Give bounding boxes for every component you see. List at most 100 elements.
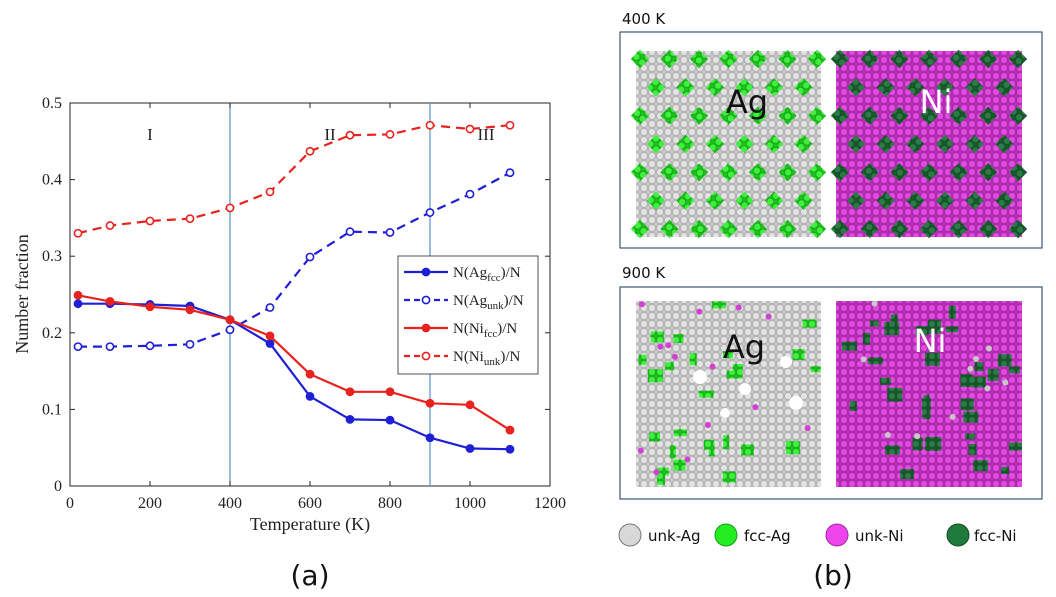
ag-fcc-domains	[630, 49, 827, 239]
ag-fcc-domain	[748, 106, 768, 125]
ni-fcc-cluster	[925, 436, 942, 451]
ag-fcc-cluster	[732, 364, 743, 371]
ag-fcc-domain	[735, 191, 754, 210]
ni-fcc-clusters	[842, 300, 1022, 480]
ag-fcc-domain	[778, 106, 797, 125]
ag-fcc-domain	[719, 219, 738, 239]
ag-fcc-domain	[689, 49, 709, 69]
ag-fcc-clusters	[637, 301, 821, 485]
ag-atom-in-ni	[973, 356, 979, 362]
ni-fcc-domain	[830, 163, 850, 182]
ni-fcc-domain	[949, 163, 968, 182]
series-lines	[73, 120, 515, 454]
ni-fcc-cluster	[887, 387, 903, 402]
snapshot-400k-ni-label: Ni	[920, 83, 953, 121]
x-axis-ticks: 0 200 400 600 800 1000 1200	[66, 103, 566, 512]
ni-fcc-cluster	[900, 469, 915, 480]
ag-fcc-cluster	[785, 441, 800, 455]
ni-fcc-domain	[949, 219, 968, 239]
ag-fcc-domain	[705, 134, 725, 154]
ag-fcc-cluster	[711, 301, 726, 309]
ag-fcc-cluster	[726, 370, 743, 379]
ag-atom-in-ni	[860, 356, 867, 363]
ag-fcc-domain	[676, 191, 695, 210]
ni-fcc-domain	[890, 163, 909, 182]
ag-fcc-cluster	[689, 353, 697, 366]
unk-ni-swatch-icon	[825, 523, 849, 547]
atom-type-legend: unk-Ag fcc-Ag unk-Ni fcc-Ni	[618, 523, 1017, 547]
x-tick-label: 800	[378, 495, 402, 512]
ni-fcc-domain	[830, 219, 850, 239]
ni-fcc-domain	[995, 134, 1014, 154]
ni-fcc-domain	[876, 78, 895, 97]
ni-fcc-domain	[860, 219, 879, 239]
snapshot-900k-ag-label: Ag	[723, 328, 765, 366]
data-point	[305, 146, 315, 156]
data-point	[505, 425, 515, 435]
ag-fcc-domain	[807, 49, 827, 69]
ni-fcc-domain	[919, 49, 939, 69]
ni-fcc-domain	[860, 163, 879, 182]
ni-atom-in-ag	[735, 304, 742, 311]
legend-fcc-ni: fcc-Ni	[946, 523, 1017, 547]
ni-fcc-domain	[1008, 163, 1028, 182]
ag-fcc-cluster	[802, 319, 817, 328]
fcc-ni-swatch-icon	[946, 523, 970, 547]
ni-fcc-domain	[830, 49, 850, 69]
ni-atom-in-ag	[638, 301, 645, 308]
data-point	[385, 130, 395, 139]
ag-fcc-domain	[807, 106, 827, 125]
ni-atom-in-ag	[709, 363, 716, 370]
data-point	[265, 331, 275, 341]
ni-atom-in-ag	[637, 447, 644, 454]
ag-atom-in-ni	[949, 413, 956, 420]
ag-fcc-domain	[764, 134, 784, 154]
ni-fcc-domain	[1008, 49, 1028, 69]
ag-fcc-domain	[807, 163, 827, 182]
ni-fcc-cluster	[879, 377, 891, 385]
ag-fcc-domain	[735, 134, 754, 154]
ni-fcc-domain	[919, 163, 939, 182]
ag-fcc-domain	[719, 163, 738, 182]
ag-fcc-cluster	[708, 442, 715, 457]
ni-fcc-cluster	[842, 341, 857, 351]
ni-fcc-cluster	[912, 437, 923, 451]
data-point	[185, 305, 195, 315]
x-tick-label: 1200	[534, 495, 566, 512]
region-label: I	[147, 125, 153, 144]
ag-fcc-domain	[660, 219, 679, 239]
y-tick-label: 0.2	[42, 325, 62, 342]
x-tick-label: 200	[138, 495, 162, 512]
ni-fcc-cluster	[1008, 442, 1022, 451]
ni-fcc-domain	[919, 106, 939, 125]
ag-fcc-domain	[630, 49, 650, 69]
ni-fcc-domain	[860, 49, 879, 69]
line-chart: 0 200 400 600 800 1000 1200 0 0.1 0.2 0.3 0.4 0.5 I…	[12, 95, 566, 535]
data-point	[105, 342, 115, 351]
ni-fcc-cluster	[974, 362, 984, 372]
ni-atom-in-ag	[684, 456, 691, 463]
data-point	[185, 339, 195, 349]
data-point	[73, 342, 83, 351]
ni-atom-in-ag	[704, 422, 711, 428]
ag-fcc-cluster	[698, 390, 714, 398]
ag-fcc-cluster	[669, 445, 676, 459]
ag-atom-in-ni	[884, 432, 891, 438]
ag-fcc-cluster	[673, 334, 684, 343]
y-tick-label: 0.4	[42, 172, 62, 189]
data-point	[305, 391, 315, 401]
x-axis-label: Temperature (K)	[250, 514, 370, 535]
ni-atom-in-ag	[672, 353, 678, 360]
ni-atom-in-ag	[765, 313, 772, 320]
ag-fcc-domain	[689, 163, 709, 182]
x-tick-label: 600	[298, 495, 322, 512]
legend-unk-ag: unk-Ag	[618, 523, 701, 547]
snapshot-900k-ni-label: Ni	[914, 322, 947, 360]
data-point	[73, 228, 83, 238]
ni-fcc-cluster	[946, 326, 959, 333]
ag-fcc-domain	[807, 219, 827, 239]
region-label: II	[324, 125, 336, 144]
legend-marker	[421, 267, 431, 277]
series-line	[78, 171, 511, 348]
fcc-ni-label: fcc-Ni	[974, 527, 1017, 545]
